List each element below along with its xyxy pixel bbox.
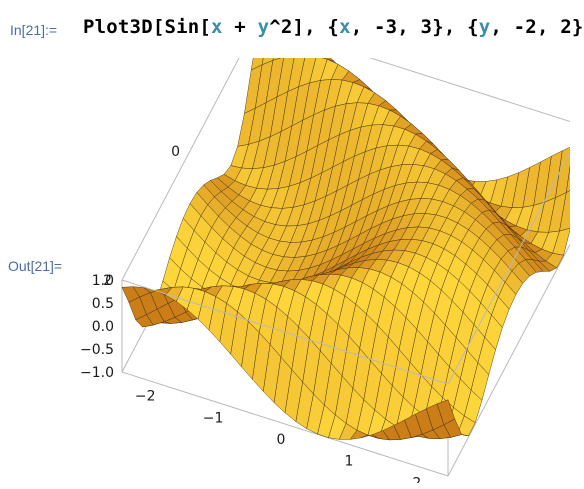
- z-tick-label: −0.5: [80, 342, 114, 358]
- code-var-x2: x: [339, 16, 351, 38]
- axis-ticks: −2021.00.50.0−0.5−1.0−2−1012: [80, 144, 421, 483]
- plot3d-graphic[interactable]: −2021.00.50.0−0.5−1.0−2−1012: [70, 58, 570, 483]
- box-edge: [369, 58, 570, 123]
- x-tick-label: 2: [412, 475, 421, 483]
- x-tick-label: −1: [203, 410, 224, 426]
- y-tick-label: 0: [171, 144, 180, 160]
- x-tick-label: 0: [277, 432, 286, 448]
- z-tick-label: 1.0: [92, 273, 114, 289]
- z-tick-label: 0.5: [92, 296, 114, 312]
- box-edge: [447, 243, 570, 477]
- z-tick-label: 0.0: [92, 319, 114, 335]
- input-code[interactable]: Plot3D[Sin[x + y^2], {x, -3, 3}, {y, -2,…: [83, 16, 584, 38]
- x-tick-label: −2: [135, 389, 156, 405]
- box-edge: [121, 58, 240, 281]
- code-var-y2: y: [478, 16, 491, 38]
- code-var-x: x: [211, 16, 223, 38]
- code-plus: +: [222, 16, 258, 38]
- x-tick-label: 1: [344, 454, 353, 470]
- code-xrange: , -3, 3}, {: [350, 16, 479, 38]
- box-edge: [121, 371, 449, 477]
- bounding-box-front: [121, 151, 570, 385]
- box-edge: [121, 279, 449, 385]
- z-tick-label: −1.0: [80, 365, 114, 381]
- code-pow: ^2], {: [269, 16, 340, 38]
- output-cell-label: Out[21]=: [8, 258, 63, 274]
- box-edge: [447, 151, 570, 385]
- code-yrange: , -2, 2}]: [490, 16, 584, 38]
- surface-patch: [565, 165, 570, 193]
- surface-patch: [436, 399, 456, 426]
- code-var-y: y: [257, 16, 270, 38]
- input-cell-label: In[21]:=: [10, 22, 58, 38]
- surface-mesh: [121, 58, 570, 441]
- y-tick-label: 2: [103, 273, 112, 289]
- code-fn: Plot3D[Sin[: [83, 16, 212, 38]
